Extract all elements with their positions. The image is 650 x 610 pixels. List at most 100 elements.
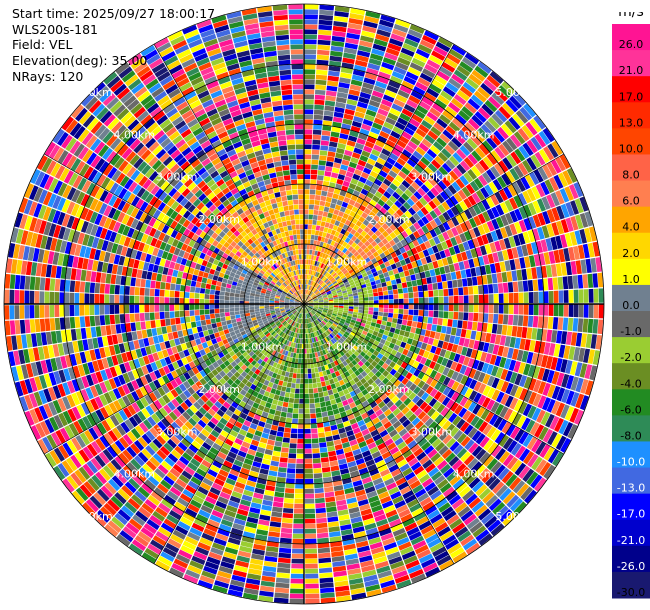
velocity-gate (492, 283, 499, 294)
velocity-gate (339, 72, 352, 79)
velocity-gate (451, 254, 458, 264)
velocity-gate (316, 69, 328, 76)
velocity-gate (382, 94, 395, 103)
velocity-gate (316, 417, 323, 423)
velocity-gate (383, 308, 389, 313)
velocity-gate (314, 235, 319, 241)
velocity-gate (304, 498, 315, 504)
velocity-gate (353, 231, 361, 238)
velocity-gate (476, 361, 485, 372)
velocity-gate (417, 44, 433, 54)
velocity-gate (402, 264, 409, 272)
velocity-gate (320, 145, 329, 151)
velocity-gate (314, 282, 318, 288)
velocity-gate (404, 236, 412, 244)
velocity-gate (319, 200, 326, 207)
velocity-gate (269, 526, 281, 533)
velocity-gate (402, 251, 409, 259)
velocity-gate (445, 106, 458, 117)
velocity-gate (344, 108, 355, 116)
velocity-gate (307, 285, 310, 290)
velocity-gate (320, 406, 327, 413)
velocity-gate (508, 116, 521, 131)
velocity-gate (315, 291, 320, 296)
velocity-gate (378, 273, 385, 279)
velocity-gate (501, 271, 508, 283)
velocity-gate (404, 144, 415, 154)
velocity-gate (425, 255, 432, 264)
velocity-gate (494, 109, 508, 123)
velocity-gate (328, 70, 340, 77)
velocity-gate (419, 72, 433, 83)
velocity-gate (513, 234, 521, 247)
velocity-gate (343, 306, 349, 309)
velocity-gate (313, 119, 323, 125)
velocity-gate (553, 343, 561, 357)
velocity-gate (270, 424, 279, 431)
velocity-gate (408, 298, 414, 304)
velocity-gate (309, 189, 316, 195)
velocity-gate (413, 298, 419, 304)
velocity-gate (401, 319, 408, 326)
velocity-gate (483, 284, 489, 294)
velocity-gate (493, 313, 499, 324)
velocity-gate (522, 190, 532, 204)
velocity-gate (433, 289, 439, 297)
velocity-gate (436, 137, 447, 148)
velocity-gate (323, 110, 334, 117)
velocity-gate (545, 264, 553, 278)
velocity-gate (278, 547, 292, 554)
velocity-gate (401, 222, 409, 231)
velocity-gate (514, 148, 526, 162)
velocity-gate (491, 206, 500, 218)
velocity-gate (543, 304, 549, 316)
velocity-gate (391, 70, 405, 80)
velocity-gate (367, 273, 374, 279)
velocity-gate (433, 141, 444, 152)
velocity-gate (367, 175, 376, 183)
velocity-gate (592, 350, 600, 366)
velocity-gate (330, 270, 336, 276)
velocity-gate (272, 506, 283, 513)
velocity-gate (378, 291, 384, 296)
velocity-gate (417, 219, 425, 228)
velocity-gate (304, 144, 312, 150)
velocity-gate (570, 261, 577, 275)
velocity-gate (562, 317, 569, 331)
velocity-gate (380, 14, 396, 24)
velocity-gate (472, 321, 478, 331)
velocity-gate (388, 294, 394, 300)
velocity-gate (381, 126, 392, 135)
velocity-gate (308, 209, 314, 215)
velocity-gate (550, 264, 558, 277)
velocity-gate (309, 249, 313, 255)
velocity-gate (447, 280, 453, 289)
velocity-gate (338, 299, 344, 303)
velocity-gate (345, 192, 353, 199)
velocity-gate (545, 238, 553, 251)
velocity-gate (323, 176, 331, 182)
velocity-gate (325, 400, 332, 407)
velocity-gate (323, 390, 329, 397)
velocity-gate (316, 64, 329, 71)
velocity-gate (401, 80, 415, 90)
velocity-gate (304, 408, 310, 414)
velocity-gate (452, 279, 458, 288)
velocity-gate (282, 437, 290, 443)
velocity-gate (291, 568, 304, 574)
velocity-gate (585, 258, 592, 274)
velocity-gate (339, 283, 345, 288)
velocity-gate (338, 211, 345, 218)
velocity-gate (308, 279, 311, 285)
velocity-gate (359, 223, 367, 230)
velocity-gate (288, 402, 294, 409)
velocity-gate (323, 270, 328, 276)
velocity-gate (283, 376, 289, 382)
velocity-gate (295, 353, 299, 359)
velocity-gate (350, 125, 361, 133)
velocity-gate (526, 139, 538, 154)
velocity-gate (352, 311, 358, 316)
velocity-gate (397, 334, 404, 342)
velocity-gate (452, 152, 463, 163)
velocity-gate (550, 236, 558, 250)
